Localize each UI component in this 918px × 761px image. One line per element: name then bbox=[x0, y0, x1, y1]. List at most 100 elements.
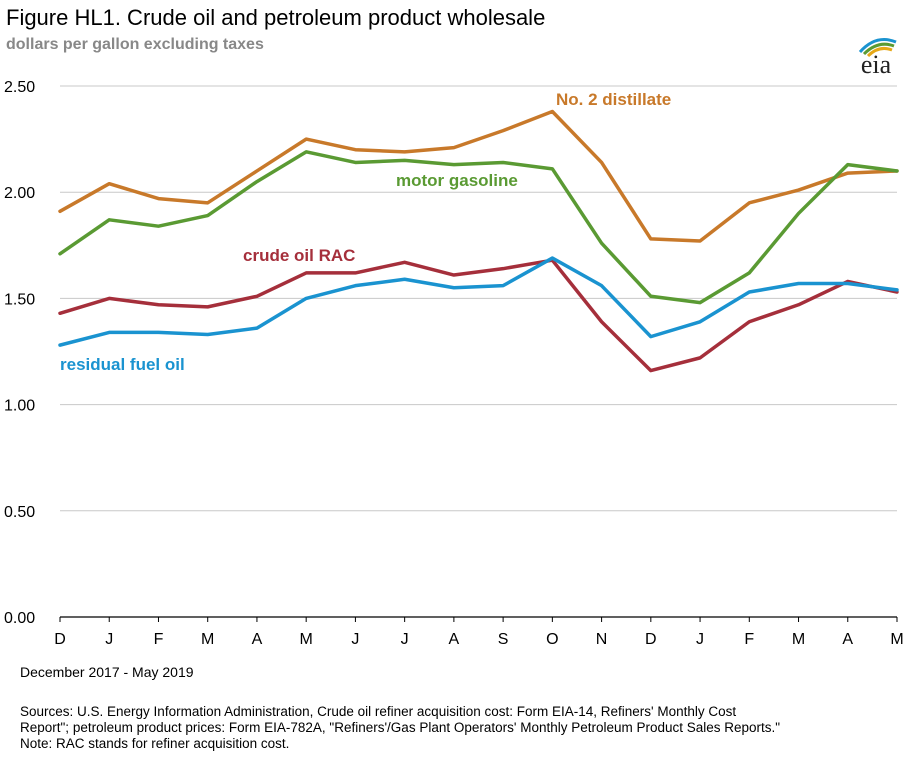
series-label: crude oil RAC bbox=[243, 246, 355, 265]
data-point bbox=[649, 295, 653, 298]
data-point bbox=[255, 326, 259, 330]
data-point bbox=[748, 271, 751, 275]
data-point bbox=[157, 197, 160, 200]
x-tick-label: J bbox=[351, 631, 359, 648]
y-tick-label: 1.00 bbox=[4, 398, 35, 415]
x-tick-label: N bbox=[596, 631, 608, 648]
data-point bbox=[797, 188, 800, 192]
x-tick-label: A bbox=[252, 631, 263, 648]
date-range-label: December 2017 - May 2019 bbox=[20, 664, 194, 680]
data-point bbox=[255, 169, 259, 173]
sources-note: Sources: U.S. Energy Information Adminis… bbox=[20, 704, 910, 752]
data-point bbox=[354, 271, 357, 275]
data-point bbox=[748, 320, 751, 323]
data-point bbox=[797, 212, 800, 215]
data-point bbox=[501, 284, 505, 287]
data-point bbox=[551, 110, 554, 113]
data-point bbox=[58, 343, 62, 347]
series-label: motor gasoline bbox=[396, 171, 518, 190]
data-point bbox=[354, 161, 357, 164]
data-point bbox=[551, 256, 554, 260]
x-tick-label: A bbox=[449, 631, 460, 648]
data-point bbox=[846, 171, 849, 175]
data-point bbox=[600, 241, 603, 245]
data-point bbox=[304, 297, 308, 300]
data-point bbox=[157, 303, 160, 306]
data-point bbox=[354, 148, 357, 151]
data-point bbox=[403, 159, 406, 162]
data-point bbox=[895, 169, 899, 173]
y-tick-label: 2.50 bbox=[4, 79, 35, 96]
data-point bbox=[58, 210, 62, 213]
data-point bbox=[403, 278, 406, 281]
x-tick-label: O bbox=[546, 631, 558, 648]
data-point bbox=[452, 273, 456, 277]
data-point bbox=[649, 369, 653, 372]
data-point bbox=[551, 167, 554, 171]
data-point bbox=[501, 129, 505, 132]
data-point bbox=[304, 271, 308, 275]
x-tick-label: F bbox=[154, 631, 164, 648]
note-line: Note: RAC stands for refiner acquisition… bbox=[20, 736, 290, 751]
x-tick-label: M bbox=[792, 631, 805, 648]
sunrise-icon bbox=[858, 38, 897, 58]
x-tick-label: F bbox=[744, 631, 754, 648]
data-point bbox=[797, 282, 800, 285]
data-point bbox=[649, 237, 653, 241]
series-line bbox=[58, 258, 899, 373]
x-tick-label: D bbox=[54, 631, 66, 648]
sources-line-1: Sources: U.S. Energy Information Adminis… bbox=[20, 704, 737, 719]
data-point bbox=[58, 252, 62, 255]
data-point bbox=[748, 201, 751, 205]
line-chart: 0.00 0.50 1.00 1.50 2.00 2.50 D J F M A M J J A S O N D J F M… bbox=[4, 79, 904, 648]
data-point bbox=[501, 161, 505, 164]
data-point bbox=[403, 150, 406, 154]
x-tick-label: M bbox=[201, 631, 214, 648]
data-point bbox=[600, 284, 603, 287]
x-tick-label: S bbox=[498, 631, 509, 648]
logo-text: eia bbox=[860, 50, 892, 79]
data-point bbox=[403, 261, 406, 264]
data-point bbox=[895, 288, 899, 292]
data-point bbox=[748, 290, 751, 294]
y-tick-label: 0.50 bbox=[4, 504, 35, 521]
data-point bbox=[157, 224, 160, 228]
data-point bbox=[501, 267, 505, 270]
series-line bbox=[58, 150, 899, 305]
y-tick-label: 0.00 bbox=[4, 610, 35, 627]
series-line bbox=[58, 256, 899, 347]
data-point bbox=[452, 163, 456, 166]
x-tick-label: J bbox=[105, 631, 113, 648]
y-tick-label: 2.00 bbox=[4, 185, 35, 202]
data-point bbox=[108, 331, 111, 334]
data-point bbox=[600, 320, 603, 323]
data-point bbox=[255, 295, 259, 298]
data-point bbox=[698, 239, 702, 243]
data-point bbox=[452, 286, 456, 289]
x-tick-label: J bbox=[696, 631, 704, 648]
data-point bbox=[304, 150, 308, 154]
series-label: No. 2 distillate bbox=[556, 90, 671, 109]
x-tick-label: A bbox=[842, 631, 853, 648]
data-point bbox=[206, 305, 209, 309]
data-point bbox=[206, 214, 209, 217]
data-point bbox=[108, 218, 111, 222]
x-tick-label: D bbox=[645, 631, 657, 648]
data-point bbox=[108, 297, 111, 300]
series-label: residual fuel oil bbox=[60, 355, 185, 374]
data-point bbox=[157, 331, 160, 334]
x-tick-label: M bbox=[300, 631, 313, 648]
chart-title: Figure HL1. Crude oil and petroleum prod… bbox=[6, 5, 546, 30]
data-point bbox=[698, 320, 702, 323]
x-tick-label: M bbox=[890, 631, 903, 648]
eia-logo: eia bbox=[846, 30, 906, 80]
data-point bbox=[600, 161, 603, 164]
data-point bbox=[108, 182, 111, 185]
data-point bbox=[846, 163, 849, 166]
data-point bbox=[698, 356, 702, 360]
data-point bbox=[304, 137, 308, 141]
data-point bbox=[58, 312, 62, 315]
data-point bbox=[846, 282, 849, 285]
x-tick-label: J bbox=[401, 631, 409, 648]
data-point bbox=[452, 146, 456, 149]
